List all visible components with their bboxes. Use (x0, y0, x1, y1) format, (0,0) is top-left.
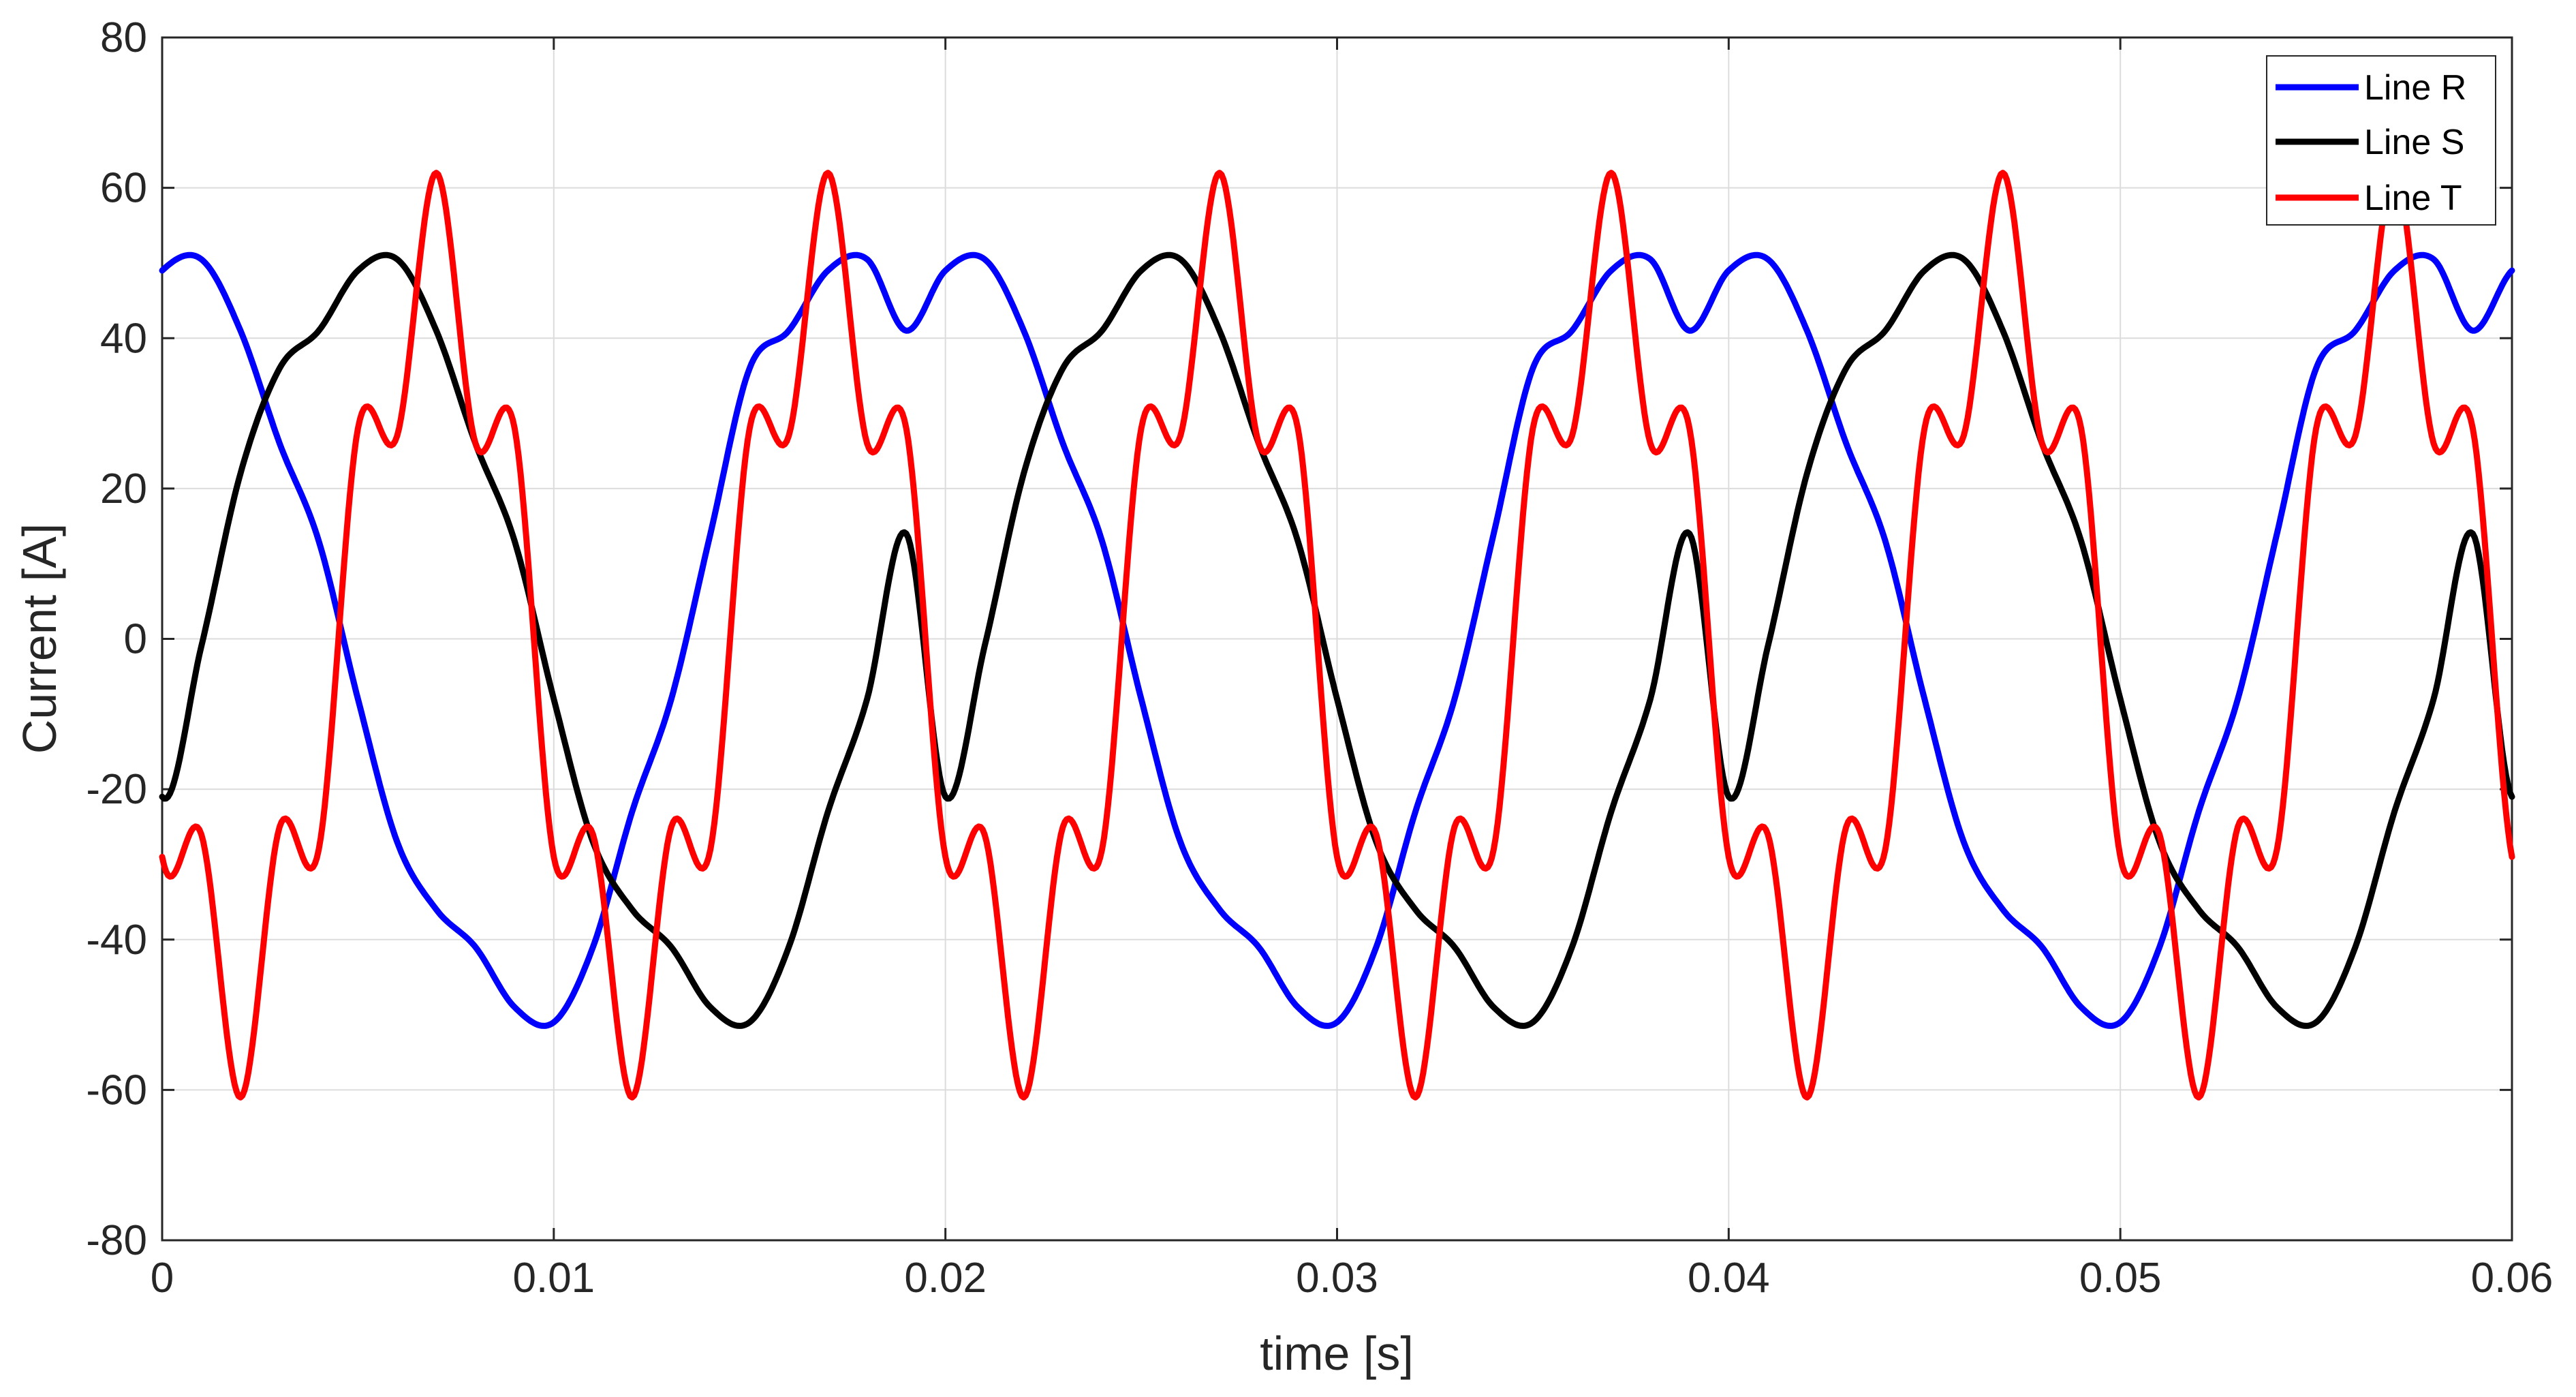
series-line-r (159, 251, 2515, 1029)
series-line-s (159, 251, 2515, 1029)
legend-label-line-r: Line R (2364, 68, 2466, 108)
y-tick-label: 60 (100, 165, 147, 212)
x-tick-label: 0.03 (1296, 1255, 1378, 1302)
x-tick-label: 0.02 (904, 1255, 987, 1302)
x-tick-label: 0.05 (2079, 1255, 2162, 1302)
legend-label-line-t: Line T (2364, 179, 2462, 218)
y-tick-label: 0 (124, 616, 147, 663)
axis-ticks: 0 0.01 0.02 0.03 0.04 0.05 0.06 -80 -60 -40 -20 0 20… (86, 14, 2553, 1302)
grid (162, 37, 2512, 1240)
y-tick-label: -20 (86, 766, 147, 813)
y-tick-label: 20 (100, 465, 147, 512)
y-tick-label: -40 (86, 917, 147, 964)
y-tick-label: -80 (86, 1217, 147, 1264)
x-tick-label: 0.04 (1688, 1255, 1770, 1302)
y-tick-label: 80 (100, 14, 147, 61)
x-tick-label: 0.06 (2471, 1255, 2554, 1302)
x-tick-label: 0 (151, 1255, 174, 1302)
legend-label-line-s: Line S (2364, 123, 2464, 162)
x-tick-label: 0.01 (512, 1255, 595, 1302)
y-tick-label: -60 (86, 1066, 147, 1114)
y-axis-title: Current [A] (13, 523, 66, 754)
x-axis-title: time [s] (1260, 1327, 1414, 1380)
data-series (159, 170, 2515, 1101)
y-tick-label: 40 (100, 315, 147, 362)
series-line-t (159, 170, 2515, 1101)
legend: Line R Line S Line T (2266, 55, 2496, 226)
